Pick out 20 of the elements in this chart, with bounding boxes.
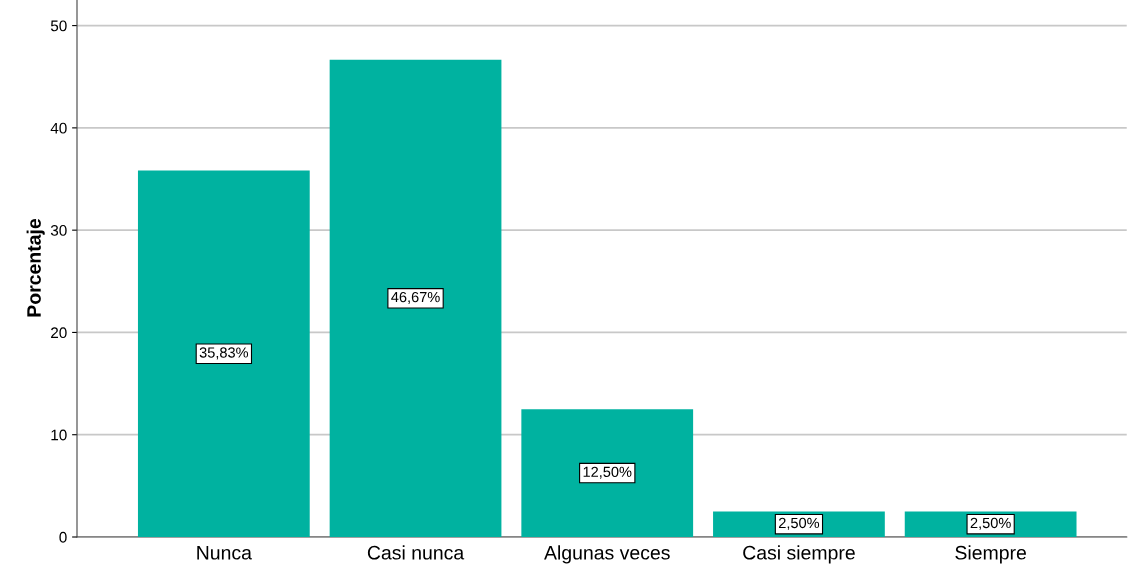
x-tick-label: Casi siempre (743, 545, 855, 564)
y-tick-label: 30 (50, 225, 67, 236)
data-label: 2,50% (970, 517, 1011, 530)
data-label: 2,50% (779, 517, 820, 530)
y-tick-label: 10 (51, 429, 67, 441)
y-tick-label: 50 (50, 20, 67, 32)
y-tick-label: 40 (50, 122, 67, 134)
x-tick-label: Casi nunca (367, 545, 465, 560)
bar (521, 409, 694, 537)
bar (137, 170, 310, 537)
bar (329, 59, 502, 537)
x-tick-label: Nunca (197, 546, 252, 560)
y-tick-label: 0 (59, 531, 67, 543)
data-label: 46,67% (391, 291, 440, 304)
y-tick-label: 20 (51, 327, 67, 339)
data-label: 35,83% (199, 347, 249, 360)
x-tick-label: Algunas veces (544, 545, 670, 564)
data-label: 12,50% (583, 466, 632, 479)
y-axis-title: Porcentaje (26, 218, 45, 317)
x-tick-label: Siempre (955, 545, 1026, 564)
